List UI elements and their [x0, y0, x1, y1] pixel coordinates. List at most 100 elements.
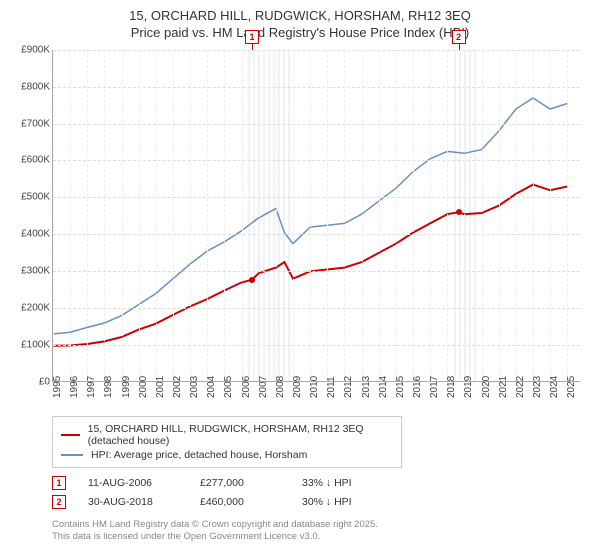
x-tick: 1995 — [52, 376, 70, 398]
x-tick: 2005 — [223, 376, 241, 398]
grid-v — [567, 50, 568, 381]
y-tick: £400K — [16, 229, 50, 240]
grid-v — [533, 50, 534, 381]
title-block: 15, ORCHARD HILL, RUDGWICK, HORSHAM, RH1… — [16, 8, 584, 42]
x-tick: 2015 — [395, 376, 413, 398]
y-tick: £300K — [16, 266, 50, 277]
grid-v — [173, 50, 174, 381]
grid-v — [362, 50, 363, 381]
grid-v — [499, 50, 500, 381]
y-tick: £200K — [16, 303, 50, 314]
sales-row: 2 30-AUG-2018 £460,000 30% ↓ HPI — [52, 495, 584, 509]
sales-date: 30-AUG-2018 — [88, 496, 178, 508]
x-tick: 2001 — [155, 376, 173, 398]
x-tick: 1996 — [69, 376, 87, 398]
sales-price: £460,000 — [200, 496, 280, 508]
grid-v — [447, 50, 448, 381]
grid-v — [516, 50, 517, 381]
footer-line-2: This data is licensed under the Open Gov… — [52, 531, 584, 543]
x-tick: 2008 — [275, 376, 293, 398]
x-tick: 1997 — [86, 376, 104, 398]
grid-h — [53, 50, 580, 51]
x-tick: 1999 — [121, 376, 139, 398]
x-tick: 2004 — [206, 376, 224, 398]
grid-h — [53, 271, 580, 272]
grid-h — [53, 197, 580, 198]
x-tick: 2023 — [532, 376, 550, 398]
legend-swatch — [61, 434, 80, 436]
x-tick: 2021 — [498, 376, 516, 398]
grid-v — [413, 50, 414, 381]
grid-v — [310, 50, 311, 381]
x-tick: 2009 — [292, 376, 310, 398]
grid-v — [550, 50, 551, 381]
grid-h — [53, 234, 580, 235]
grid-v — [396, 50, 397, 381]
x-tick: 1998 — [103, 376, 121, 398]
grid-v — [70, 50, 71, 381]
x-tick: 2018 — [446, 376, 464, 398]
grid-v — [207, 50, 208, 381]
grid-h — [53, 345, 580, 346]
y-tick: £900K — [16, 44, 50, 55]
y-tick: £700K — [16, 118, 50, 129]
grid-v — [482, 50, 483, 381]
chart: £0£100K£200K£300K£400K£500K£600K£700K£80… — [16, 50, 584, 410]
grid-v — [190, 50, 191, 381]
sales-row: 1 11-AUG-2006 £277,000 33% ↓ HPI — [52, 476, 584, 490]
grid-v — [293, 50, 294, 381]
grid-v — [104, 50, 105, 381]
legend-label: HPI: Average price, detached house, Hors… — [91, 449, 307, 461]
sales-marker: 2 — [52, 495, 66, 509]
sale-dot — [456, 209, 462, 215]
title-line-2: Price paid vs. HM Land Registry's House … — [16, 25, 584, 42]
sales-date: 11-AUG-2006 — [88, 477, 178, 489]
grid-v — [276, 50, 277, 381]
grid-v — [139, 50, 140, 381]
grid-v — [464, 50, 465, 381]
legend: 15, ORCHARD HILL, RUDGWICK, HORSHAM, RH1… — [52, 416, 402, 468]
grid-v — [53, 50, 54, 381]
x-tick: 2025 — [566, 376, 584, 398]
sales-delta: 30% ↓ HPI — [302, 496, 352, 508]
grid-v — [156, 50, 157, 381]
sale-marker-flag: 2 — [452, 30, 466, 44]
grid-h — [53, 308, 580, 309]
grid-v — [344, 50, 345, 381]
x-tick: 2016 — [412, 376, 430, 398]
sales-table: 1 11-AUG-2006 £277,000 33% ↓ HPI 2 30-AUG-201… — [52, 476, 584, 509]
plot-area: 12 — [52, 50, 580, 382]
grid-v — [259, 50, 260, 381]
x-tick: 2010 — [309, 376, 327, 398]
sales-delta: 33% ↓ HPI — [302, 477, 352, 489]
sale-dot — [249, 277, 255, 283]
grid-v — [430, 50, 431, 381]
grid-h — [53, 160, 580, 161]
grid-v — [87, 50, 88, 381]
x-tick: 2012 — [343, 376, 361, 398]
sales-marker: 1 — [52, 476, 66, 490]
x-tick: 2024 — [549, 376, 567, 398]
legend-row: 15, ORCHARD HILL, RUDGWICK, HORSHAM, RH1… — [61, 423, 393, 447]
y-tick: £100K — [16, 339, 50, 350]
x-tick: 2022 — [515, 376, 533, 398]
sales-price: £277,000 — [200, 477, 280, 489]
x-tick: 2017 — [429, 376, 447, 398]
y-tick: £800K — [16, 81, 50, 92]
grid-v — [327, 50, 328, 381]
footer: Contains HM Land Registry data © Crown c… — [52, 519, 584, 544]
grid-h — [53, 124, 580, 125]
y-tick: £600K — [16, 155, 50, 166]
grid-v — [224, 50, 225, 381]
x-tick: 2006 — [241, 376, 259, 398]
grid-v — [379, 50, 380, 381]
x-tick: 2019 — [463, 376, 481, 398]
y-tick: £0 — [16, 376, 50, 387]
title-line-1: 15, ORCHARD HILL, RUDGWICK, HORSHAM, RH1… — [16, 8, 584, 25]
x-tick: 2020 — [481, 376, 499, 398]
legend-swatch — [61, 454, 83, 456]
legend-row: HPI: Average price, detached house, Hors… — [61, 449, 393, 461]
x-tick: 2011 — [326, 376, 344, 398]
x-tick: 2014 — [378, 376, 396, 398]
x-tick: 2003 — [189, 376, 207, 398]
